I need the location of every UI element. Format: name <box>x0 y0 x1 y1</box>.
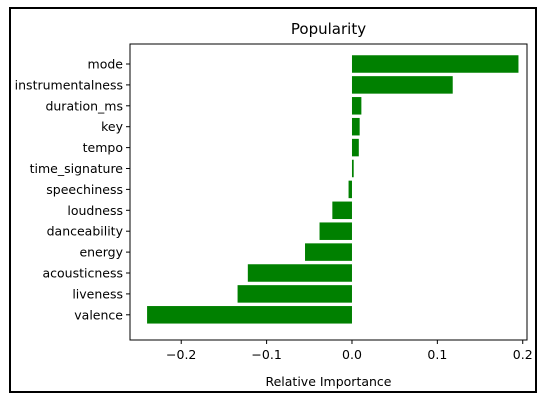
bar-acousticness <box>247 264 352 282</box>
y-tick-label: energy <box>79 245 123 260</box>
y-tick-label: speechiness <box>46 182 123 197</box>
y-tick-label: time_signature <box>30 161 124 176</box>
y-tick-label: instrumentalness <box>15 77 123 92</box>
bar-instrumentalness <box>351 76 453 94</box>
bar-energy <box>305 243 352 261</box>
bar-liveness <box>237 285 352 303</box>
bar-loudness <box>332 201 352 220</box>
y-tick-label: valence <box>74 307 123 322</box>
bar-valence <box>147 306 352 324</box>
x-axis-label: Relative Importance <box>265 374 391 389</box>
y-tick-label: tempo <box>83 140 123 155</box>
bar-speechiness <box>348 180 352 199</box>
plot-area <box>129 43 528 341</box>
bar-key <box>351 117 360 136</box>
chart-title: Popularity <box>291 20 366 38</box>
x-tick-label: −0.2 <box>166 347 196 362</box>
y-tick-label: duration_ms <box>45 98 123 113</box>
y-tick-label: key <box>101 119 123 134</box>
x-tick-label: 0.0 <box>342 347 362 362</box>
bar-time_signature <box>351 159 354 178</box>
y-tick-label: loudness <box>67 203 123 218</box>
y-tick-label: mode <box>88 57 124 72</box>
x-tick-label: 0.2 <box>513 347 533 362</box>
y-tick-label: liveness <box>72 286 123 301</box>
bar-danceability <box>319 222 352 240</box>
y-tick-label: acousticness <box>43 266 124 281</box>
x-tick-label: −0.1 <box>251 347 281 362</box>
bars-group <box>147 55 519 324</box>
bar-tempo <box>351 138 359 157</box>
x-axis-ticks: −0.2 −0.1 0.0 0.1 0.2 <box>166 340 533 362</box>
y-tick-label: danceability <box>47 224 124 239</box>
bar-mode <box>351 55 519 73</box>
x-tick-label: 0.1 <box>427 347 447 362</box>
bar-duration_ms <box>351 97 362 115</box>
